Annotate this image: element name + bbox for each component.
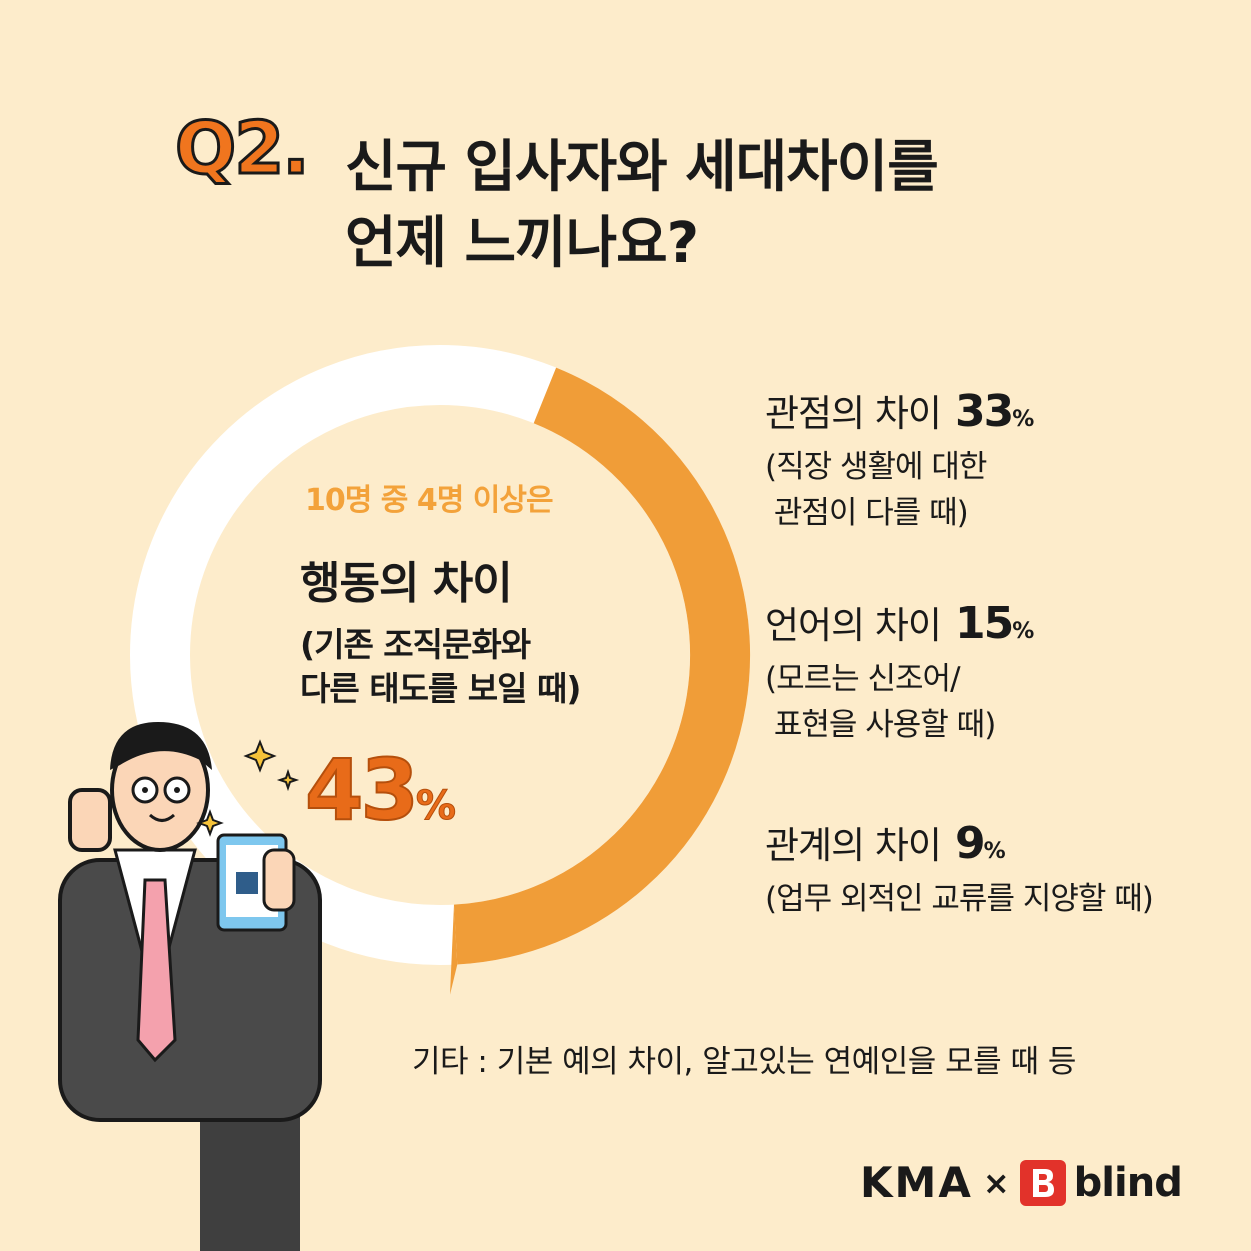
answer-percent-value: 33	[954, 386, 1014, 437]
highlight-answer: 10명 중 4명 이상은 행동의 차이 (기존 조직문화와 다른 태도를 보일 …	[300, 475, 720, 711]
blind-wordmark: blind	[1073, 1159, 1183, 1206]
question-number: Q2.	[174, 106, 312, 190]
answer-percent-unit: %	[983, 839, 1006, 864]
businessman-illustration	[58, 722, 322, 1251]
highlight-label: 행동의 차이	[300, 558, 513, 609]
answer-label: 관계의 차이	[765, 824, 942, 867]
answer-percent: 33%	[955, 386, 1034, 437]
highlight-desc-line-1: (기존 조직문화와	[300, 625, 531, 664]
answer-percent-unit: %	[1012, 407, 1035, 432]
highlight-subtitle: 10명 중 4명 이상은	[305, 483, 554, 518]
highlight-desc-line-2: 다른 태도를 보일 때)	[300, 669, 581, 708]
highlight-percent-value: 43	[304, 741, 420, 839]
answer-percent-value: 9	[954, 818, 986, 869]
highlight-percent-unit: %	[415, 783, 456, 829]
answer-note: (업무 외적인 교류를 지양할 때)	[765, 881, 1154, 917]
answer-percent: 9%	[955, 818, 1006, 869]
answer-percent: 15%	[955, 598, 1034, 649]
answer-note: (모르는 신조어/ 표현을 사용할 때)	[765, 661, 996, 743]
answer-label: 관점의 차이	[765, 392, 942, 435]
donut-slice-0	[453, 367, 751, 965]
answer-heading: 관계의 차이 9%	[765, 820, 1153, 876]
speech-bubble-tail	[450, 904, 458, 995]
highlight-percent: 43%	[304, 747, 456, 833]
answer-item-language: 언어의 차이 15% (모르는 신조어/ 표현을 사용할 때)	[765, 600, 1034, 748]
highlight-description: (기존 조직문화와 다른 태도를 보일 때)	[300, 623, 720, 711]
blind-logo-icon	[1019, 1159, 1066, 1206]
blind-mark-glyph	[1032, 1168, 1054, 1197]
answer-percent-unit: %	[1012, 619, 1035, 644]
answer-label: 언어의 차이	[765, 604, 942, 647]
kma-logo: KMA	[860, 1158, 973, 1207]
answer-heading: 관점의 차이 33%	[765, 388, 1034, 444]
answer-note: (직장 생활에 대한 관점이 다를 때)	[765, 449, 987, 531]
answer-item-perspective: 관점의 차이 33% (직장 생활에 대한 관점이 다를 때)	[765, 388, 1034, 536]
brand-footer: KMA × blind	[860, 1158, 1183, 1207]
title-line-2: 언제 느끼나요?	[345, 211, 699, 276]
page-title: 신규 입사자와 세대차이를 언제 느끼나요?	[345, 130, 939, 282]
collab-times: ×	[982, 1163, 1010, 1202]
answer-item-relationship: 관계의 차이 9% (업무 외적인 교류를 지양할 때)	[765, 820, 1154, 922]
other-answers-note: 기타 : 기본 예의 차이, 알고있는 연예인을 모를 때 등	[412, 1044, 1076, 1080]
answer-percent-value: 15	[954, 598, 1014, 649]
title-line-1: 신규 입사자와 세대차이를	[345, 135, 939, 200]
answer-heading: 언어의 차이 15%	[765, 600, 1034, 656]
